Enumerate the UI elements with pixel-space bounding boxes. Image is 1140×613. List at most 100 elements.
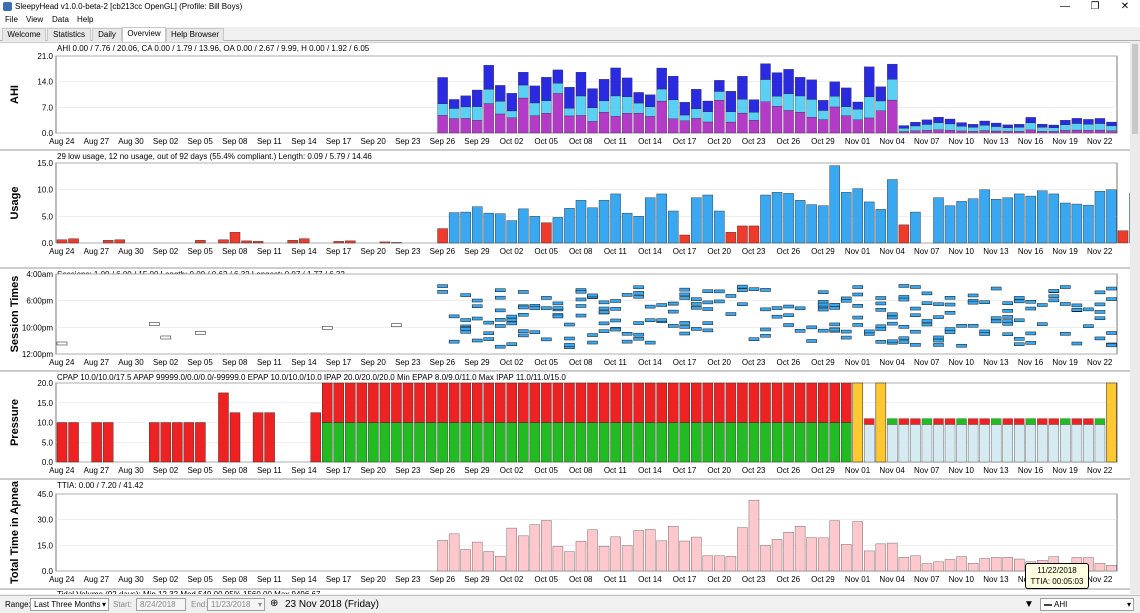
dropdown-arrow-icon[interactable]: ▼ — [1024, 599, 1034, 610]
usage-bar — [714, 210, 725, 244]
session-mark — [806, 339, 817, 343]
y-tick-label: 21.0 — [37, 52, 53, 61]
session-mark — [1060, 332, 1071, 336]
x-tick-label: Aug 27 — [84, 358, 110, 367]
x-tick-label: Nov 22 — [1087, 137, 1113, 146]
start-label: Start: — [113, 600, 133, 609]
session-mark — [667, 301, 679, 306]
pressure-epap-bar — [333, 422, 345, 463]
usage-bar — [702, 194, 714, 244]
ahi-h-bar — [771, 95, 783, 107]
usage-bar — [806, 204, 817, 244]
scrollbar-thumb[interactable] — [1132, 44, 1138, 134]
end-date-field[interactable]: 11/23/2018 ▾ — [207, 598, 265, 611]
y-tick-label: 20.0 — [37, 379, 53, 388]
maximize-button[interactable]: ❐ — [1090, 1, 1100, 12]
x-tick-label: Sep 23 — [395, 575, 421, 584]
usage-bar — [864, 201, 875, 244]
x-tick-label: Oct 11 — [604, 575, 628, 584]
session-mark — [656, 303, 667, 307]
ttia-bar — [448, 533, 460, 572]
usage-bar — [287, 240, 298, 244]
session-mark — [1025, 306, 1037, 311]
x-tick-label: Oct 29 — [811, 137, 835, 146]
tab-welcome[interactable]: Welcome — [2, 28, 46, 41]
ttia-bar — [679, 540, 690, 572]
tab-overview[interactable]: Overview — [122, 27, 166, 42]
pressure-epap-bar — [714, 422, 725, 463]
ahi-h-bar — [1014, 127, 1025, 132]
x-tick-label: Nov 10 — [949, 137, 975, 146]
ahi-ca-bar — [748, 99, 760, 113]
session-mark — [956, 343, 967, 348]
pressure-ipap-bar — [668, 382, 679, 423]
ahi-ca-bar — [875, 86, 886, 102]
session-mark — [564, 322, 575, 327]
x-tick-label: Oct 08 — [569, 466, 593, 475]
x-tick-label: Nov 19 — [1052, 358, 1078, 367]
menu-view[interactable]: View — [26, 15, 44, 24]
pressure-epap-bar — [725, 422, 737, 463]
ahi-h-bar — [564, 108, 575, 117]
ahi-oa-bar — [887, 99, 898, 134]
pressure-top-bar — [967, 418, 979, 425]
menu-help[interactable]: Help — [77, 15, 94, 24]
ahi-ca-bar — [1094, 118, 1106, 124]
session-mark — [587, 293, 598, 298]
usage-bar — [1117, 230, 1129, 244]
range-select[interactable]: Last Three Months ▾ — [30, 598, 109, 611]
pressure-min-bar — [887, 424, 898, 463]
usage-bar — [448, 212, 460, 244]
session-mark — [1094, 302, 1106, 307]
y-axis-label: Session Times — [9, 276, 21, 353]
start-date-field[interactable]: 8/24/2018 — [136, 598, 186, 611]
x-tick-label: Sep 02 — [153, 247, 179, 256]
session-mark — [1013, 299, 1025, 304]
session-mark — [748, 337, 760, 341]
pressure-ipap-bar — [691, 382, 702, 423]
ttia-bar — [633, 530, 644, 572]
x-tick-label: Oct 05 — [534, 358, 558, 367]
ttia-bar — [898, 557, 910, 572]
ahi-oa-bar — [944, 130, 956, 134]
ttia-bar — [841, 544, 852, 572]
usage-bar — [68, 238, 79, 244]
pressure-epap-bar — [610, 422, 621, 463]
ahi-h-bar — [448, 108, 460, 119]
x-tick-label: Sep 23 — [395, 137, 421, 146]
ahi-oa-bar — [1048, 131, 1059, 134]
usage-bar — [1094, 191, 1106, 244]
vertical-scrollbar[interactable] — [1130, 42, 1140, 594]
menu-data[interactable]: Data — [52, 15, 69, 24]
ahi-ca-bar — [818, 100, 829, 111]
session-mark — [967, 300, 979, 305]
pressure-ipap-bar — [771, 382, 783, 423]
session-mark — [944, 310, 956, 315]
tab-daily[interactable]: Daily — [92, 28, 122, 41]
usage-bar — [956, 201, 967, 244]
calendar-icon[interactable]: ⊕ — [270, 598, 279, 609]
usage-bar — [841, 192, 852, 244]
x-tick-label: Sep 08 — [222, 247, 248, 256]
x-tick-label: Sep 26 — [430, 466, 456, 475]
pressure-top-bar — [979, 418, 990, 425]
session-mark — [1025, 300, 1037, 304]
graph-select[interactable]: AHI ▾ — [1040, 598, 1134, 611]
menu-file[interactable]: File — [5, 15, 18, 24]
x-tick-label: Aug 27 — [84, 466, 110, 475]
session-mark — [644, 318, 656, 322]
pressure-epap-bar — [379, 422, 391, 463]
ahi-oa-bar — [460, 118, 471, 134]
tab-help-browser[interactable]: Help Browser — [166, 28, 224, 41]
close-button[interactable]: ✕ — [1120, 1, 1130, 12]
chart-summary: CPAP 10.0/10.0/17.5 APAP 99999.0/0.0/0.0… — [57, 373, 566, 382]
ahi-oa-bar — [1094, 129, 1106, 134]
ahi-h-bar — [910, 125, 921, 131]
ahi-h-bar — [875, 100, 886, 111]
session-mark — [494, 288, 506, 292]
minimize-button[interactable]: — — [1060, 1, 1070, 12]
ahi-h-bar — [933, 122, 944, 130]
tab-statistics[interactable]: Statistics — [47, 28, 91, 41]
ahi-ca-bar — [1071, 118, 1083, 124]
session-mark — [967, 323, 979, 328]
